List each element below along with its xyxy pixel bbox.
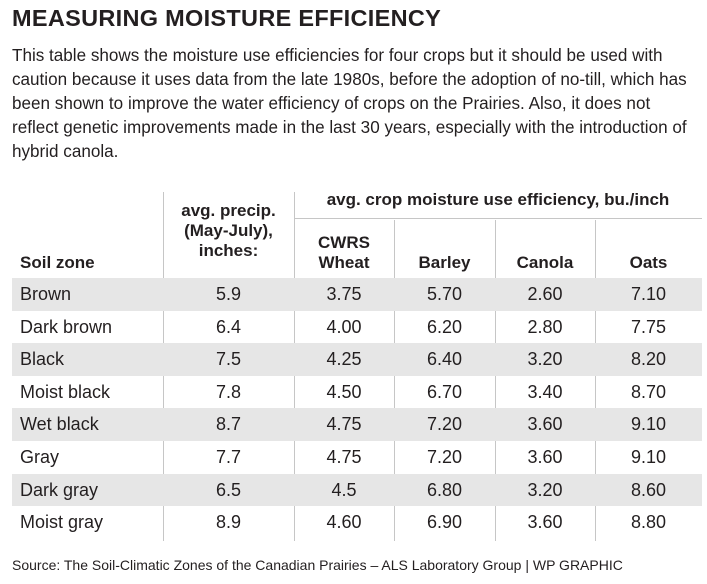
cell-zone: Black (20, 349, 65, 370)
cell-barley: 6.70 (426, 381, 463, 402)
cell-wheat: 4.5 (331, 479, 357, 500)
cell-zone: Brown (20, 284, 72, 304)
cell-precip: 8.7 (215, 414, 242, 435)
page-title: MEASURING MOISTURE EFFICIENCY (12, 5, 442, 31)
column-divider (595, 220, 596, 541)
cell-precip: 7.8 (215, 381, 242, 402)
cell-wheat: 4.50 (326, 381, 362, 402)
header-precip-line3: inches: (198, 241, 259, 260)
header-precip: avg. precip. (May-July), inches: (163, 201, 294, 261)
cell-zone: Wet black (20, 414, 99, 435)
cell-canola: 3.40 (527, 381, 563, 402)
cell-barley: 5.70 (426, 284, 463, 304)
cell-precip: 8.9 (215, 512, 242, 533)
table-row: Wet black 8.7 4.75 7.20 3.60 9.10 (12, 408, 702, 441)
header-oats: Oats (629, 253, 668, 272)
group-header-rule (294, 218, 702, 219)
cell-oats: 8.60 (630, 479, 667, 500)
cell-canola: 3.20 (527, 479, 563, 500)
cell-barley: 7.20 (426, 414, 463, 435)
cell-barley: 6.20 (426, 316, 463, 337)
cell-zone: Dark gray (20, 479, 99, 500)
header-soil-zone: Soil zone (20, 253, 95, 272)
cell-precip: 6.4 (215, 316, 242, 337)
cell-wheat: 3.75 (326, 284, 362, 304)
cell-oats: 8.80 (630, 512, 667, 533)
header-wheat-line1: CWRS (318, 233, 370, 252)
header-barley: Barley (418, 253, 471, 272)
header-wheat-line2: Wheat (318, 253, 370, 272)
table-row: Dark brown 6.4 4.00 6.20 2.80 7.75 (12, 311, 702, 344)
table-row: Brown 5.9 3.75 5.70 2.60 7.10 (12, 278, 702, 311)
cell-canola: 2.60 (527, 284, 563, 304)
table-row: Dark gray 6.5 4.5 6.80 3.20 8.60 (12, 473, 702, 507)
intro-paragraph: This table shows the moisture use effici… (12, 46, 687, 161)
cell-canola: 2.80 (527, 316, 563, 337)
cell-barley: 6.40 (426, 349, 463, 370)
table-row: Gray 7.7 4.75 7.20 3.60 9.10 (12, 441, 702, 474)
header-wheat: CWRS Wheat (294, 233, 394, 273)
cell-barley: 6.90 (426, 512, 463, 533)
cell-zone: Moist black (20, 381, 111, 402)
cell-oats: 7.75 (630, 316, 667, 337)
header-precip-line2: (May-July), (184, 221, 273, 240)
column-divider (495, 220, 496, 541)
source-credit: Source: The Soil-Climatic Zones of the C… (12, 557, 623, 573)
group-header: avg. crop moisture use efficiency, bu./i… (326, 190, 670, 209)
cell-canola: 3.60 (527, 414, 563, 435)
cell-canola: 3.20 (527, 349, 563, 370)
cell-barley: 7.20 (426, 447, 463, 467)
cell-precip: 7.7 (215, 447, 242, 467)
cell-wheat: 4.75 (326, 447, 362, 467)
cell-canola: 3.60 (527, 447, 563, 467)
cell-barley: 6.80 (426, 479, 463, 500)
cell-canola: 3.60 (527, 512, 563, 533)
header-canola: Canola (516, 253, 574, 272)
cell-zone: Gray (20, 447, 60, 467)
cell-oats: 8.20 (630, 349, 667, 370)
cell-wheat: 4.25 (326, 349, 362, 370)
cell-precip: 7.5 (215, 349, 242, 370)
header-precip-line1: avg. precip. (181, 201, 276, 220)
cell-wheat: 4.60 (326, 512, 362, 533)
table-row: Moist black 7.8 4.50 6.70 3.40 8.70 (12, 376, 702, 409)
cell-oats: 8.70 (630, 381, 667, 402)
column-divider (394, 220, 395, 541)
cell-wheat: 4.75 (326, 414, 362, 435)
table-row: Moist gray 8.9 4.60 6.90 3.60 8.80 (12, 506, 702, 539)
cell-oats: 7.10 (630, 284, 667, 304)
cell-zone: Dark brown (20, 316, 113, 337)
cell-precip: 6.5 (215, 479, 242, 500)
cell-oats: 9.10 (630, 447, 667, 467)
cell-zone: Moist gray (20, 512, 104, 533)
cell-wheat: 4.00 (326, 316, 362, 337)
cell-oats: 9.10 (630, 414, 667, 435)
table-row: Black 7.5 4.25 6.40 3.20 8.20 (12, 343, 702, 376)
cell-precip: 5.9 (215, 284, 242, 304)
